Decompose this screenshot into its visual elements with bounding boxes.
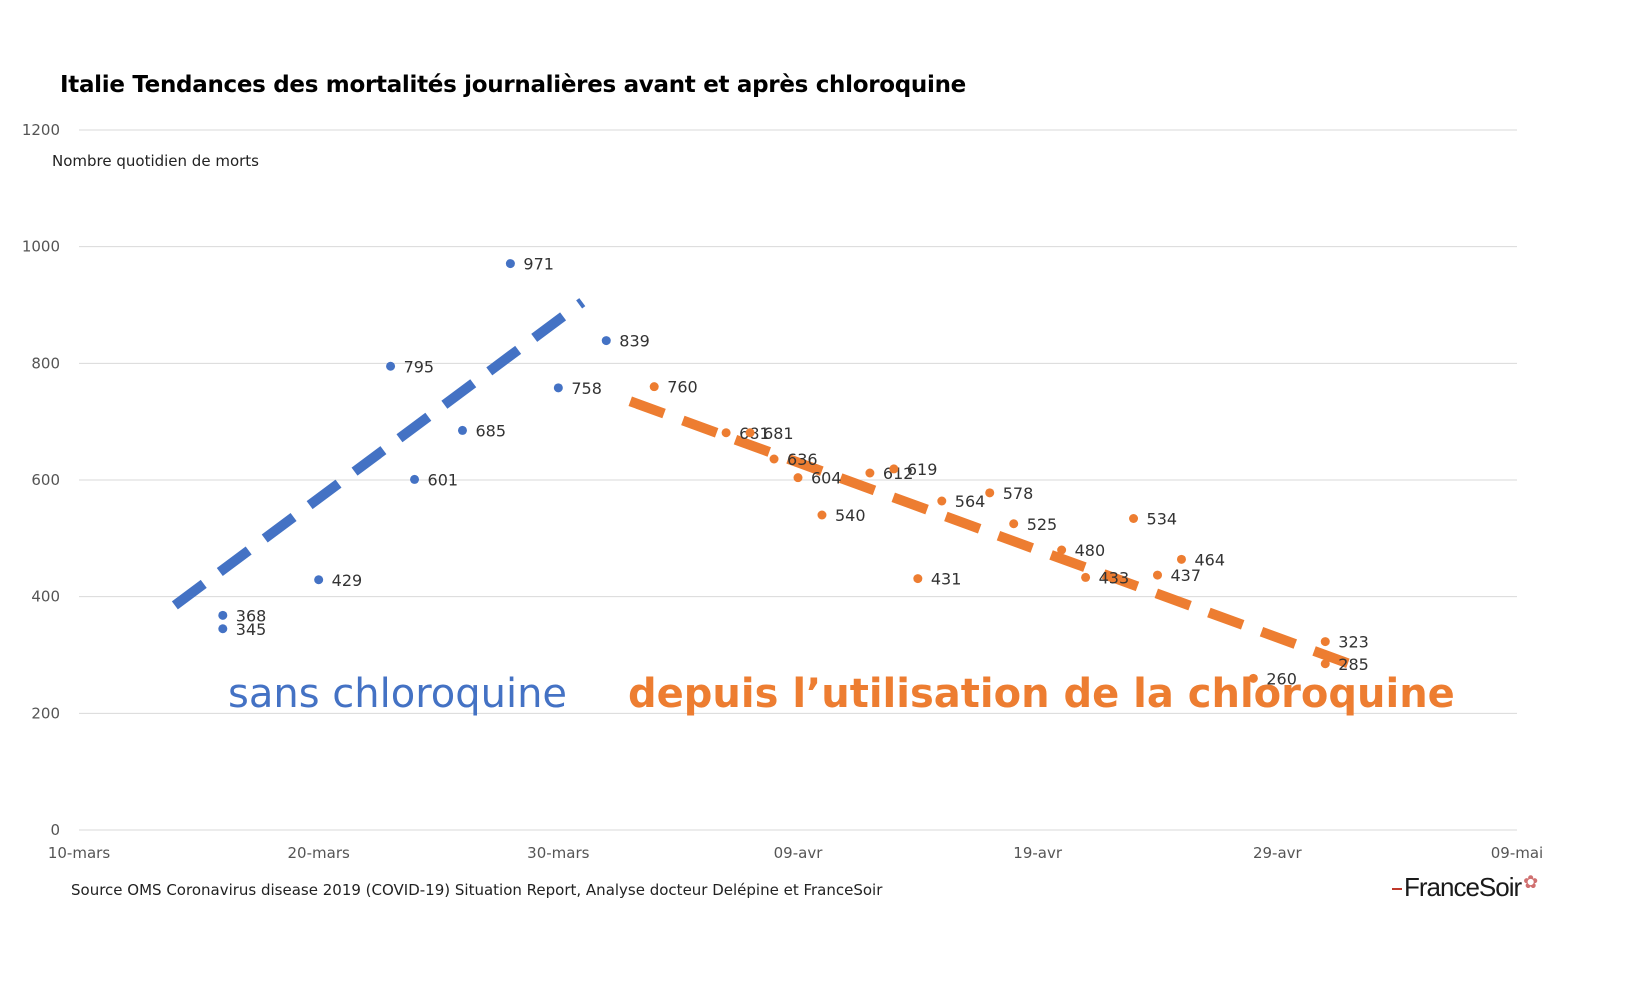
data-label: 971 [523, 255, 554, 274]
data-point [1176, 554, 1186, 564]
data-label: 431 [931, 570, 962, 589]
data-label: 433 [1099, 568, 1130, 587]
data-point [314, 575, 324, 585]
data-label: 681 [763, 424, 794, 443]
x-tick-label: 09-avr [774, 844, 824, 862]
data-label: 760 [667, 378, 698, 397]
data-point [937, 496, 947, 506]
data-label: 345 [236, 620, 267, 639]
data-label: 636 [787, 450, 818, 469]
data-point [985, 488, 995, 498]
data-label: 540 [835, 506, 866, 525]
data-point [1320, 637, 1330, 647]
data-label: 323 [1338, 633, 1369, 652]
francesoir-logo: FranceSoir ✿ [1392, 872, 1538, 903]
data-label: 578 [1003, 484, 1034, 503]
trendline-before [171, 298, 586, 610]
data-point [553, 383, 563, 393]
y-tick-label: 200 [31, 704, 60, 722]
data-point [457, 425, 467, 435]
data-point [1153, 570, 1162, 580]
data-point [1129, 514, 1139, 523]
data-label: 260 [1266, 669, 1297, 688]
y-tick-label: 1200 [22, 121, 60, 139]
x-tick-label: 20-mars [288, 844, 350, 862]
annotation-sans-chloroquine: sans chloroquine [228, 671, 567, 717]
data-label: 429 [332, 571, 363, 590]
x-tick-label: 30-mars [527, 844, 589, 862]
data-label: 604 [811, 469, 842, 488]
data-point [913, 574, 923, 584]
data-point [769, 454, 779, 464]
trendline-after [628, 396, 1351, 669]
data-label: 368 [236, 606, 267, 625]
chart-title: Italie Tendances des mortalités journali… [60, 72, 966, 98]
data-label: 285 [1338, 655, 1369, 674]
data-point [649, 382, 659, 392]
data-label: 685 [475, 421, 506, 440]
data-point [1009, 519, 1019, 529]
data-point [1057, 545, 1067, 555]
data-label: 534 [1147, 510, 1178, 529]
data-label: 464 [1194, 550, 1225, 569]
data-label: 480 [1075, 541, 1106, 560]
data-point [218, 624, 228, 634]
y-tick-label: 0 [50, 821, 60, 839]
source-note: Source OMS Coronavirus disease 2019 (COV… [71, 881, 883, 899]
data-point [410, 474, 420, 484]
data-label: 525 [1027, 515, 1058, 534]
data-label: 437 [1171, 566, 1202, 585]
data-point [745, 428, 755, 438]
data-label: 839 [619, 332, 650, 351]
data-label: 601 [428, 470, 459, 489]
annotation-depuis-chloroquine: depuis l’utilisation de la chloroquine [628, 671, 1455, 717]
data-point [721, 428, 731, 438]
data-label: 564 [955, 492, 986, 511]
data-point [1081, 572, 1091, 582]
data-point [505, 259, 515, 269]
x-tick-label: 19-avr [1013, 844, 1063, 862]
data-label: 758 [571, 379, 602, 398]
data-point [1248, 673, 1258, 683]
data-point [889, 464, 899, 474]
data-label: 619 [907, 460, 938, 479]
x-tick-label: 10-mars [48, 844, 110, 862]
y-tick-label: 800 [31, 354, 60, 372]
y-tick-label: 1000 [22, 238, 60, 256]
data-point [865, 468, 875, 478]
data-point [386, 361, 396, 371]
data-point [218, 610, 228, 620]
data-point [601, 336, 611, 346]
data-point [817, 510, 827, 520]
data-point [793, 473, 803, 483]
x-tick-label: 09-mai [1491, 844, 1543, 862]
data-point [1320, 659, 1330, 669]
y-axis-label: Nombre quotidien de morts [52, 152, 259, 170]
y-tick-label: 400 [31, 588, 60, 606]
y-tick-label: 600 [31, 471, 60, 489]
data-label: 795 [404, 357, 435, 376]
x-tick-label: 29-avr [1253, 844, 1303, 862]
